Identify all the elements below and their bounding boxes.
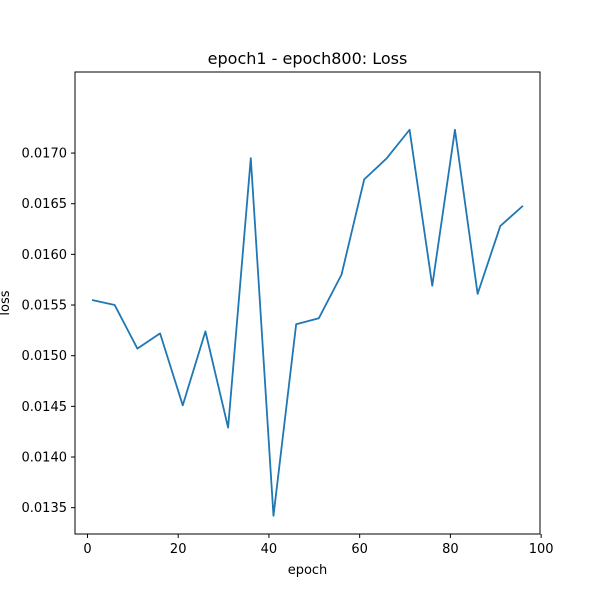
loss-series-line <box>91 128 524 517</box>
series-layer <box>91 128 524 517</box>
y-tick-label: 0.0170 <box>22 147 68 162</box>
x-tick-label: 20 <box>170 542 187 557</box>
x-axis-label: epoch <box>288 563 328 578</box>
data-point <box>408 129 410 131</box>
data-point <box>136 347 138 349</box>
data-point <box>113 304 115 306</box>
x-tick-label: 40 <box>261 542 278 557</box>
data-point <box>182 404 184 406</box>
data-point <box>250 157 252 159</box>
data-point <box>295 323 297 325</box>
y-tick-label: 0.0165 <box>22 197 68 212</box>
x-tick-label: 80 <box>442 542 459 557</box>
data-point <box>340 273 342 275</box>
data-point <box>431 285 433 287</box>
y-tick-label: 0.0135 <box>22 501 68 516</box>
data-point <box>363 178 365 180</box>
data-point <box>318 317 320 319</box>
data-point <box>91 299 93 301</box>
data-point <box>499 225 501 227</box>
data-point <box>454 129 456 131</box>
y-tick-label: 0.0160 <box>22 248 68 263</box>
data-point <box>522 205 524 207</box>
plot-area-frame <box>74 71 541 535</box>
data-point <box>227 426 229 428</box>
data-point <box>476 293 478 295</box>
y-tick-label: 0.0140 <box>22 451 68 466</box>
x-tick-label: 0 <box>83 542 91 557</box>
x-tick-label: 100 <box>529 542 554 557</box>
data-point <box>386 157 388 159</box>
y-tick-label: 0.0150 <box>22 349 68 364</box>
y-tick-label: 0.0145 <box>22 400 68 415</box>
y-tick-label: 0.0155 <box>22 299 68 314</box>
data-point <box>159 332 161 334</box>
data-point <box>272 515 274 517</box>
y-axis-label: loss <box>0 290 13 315</box>
chart-title: epoch1 - epoch800: Loss <box>208 49 408 68</box>
data-point <box>204 330 206 332</box>
x-tick-label: 60 <box>351 542 368 557</box>
x-axis: 0 20 40 60 80 100 <box>83 534 554 557</box>
y-axis: 0.0135 0.0140 0.0145 0.0150 0.0155 0.0160 0.01… <box>22 147 75 516</box>
